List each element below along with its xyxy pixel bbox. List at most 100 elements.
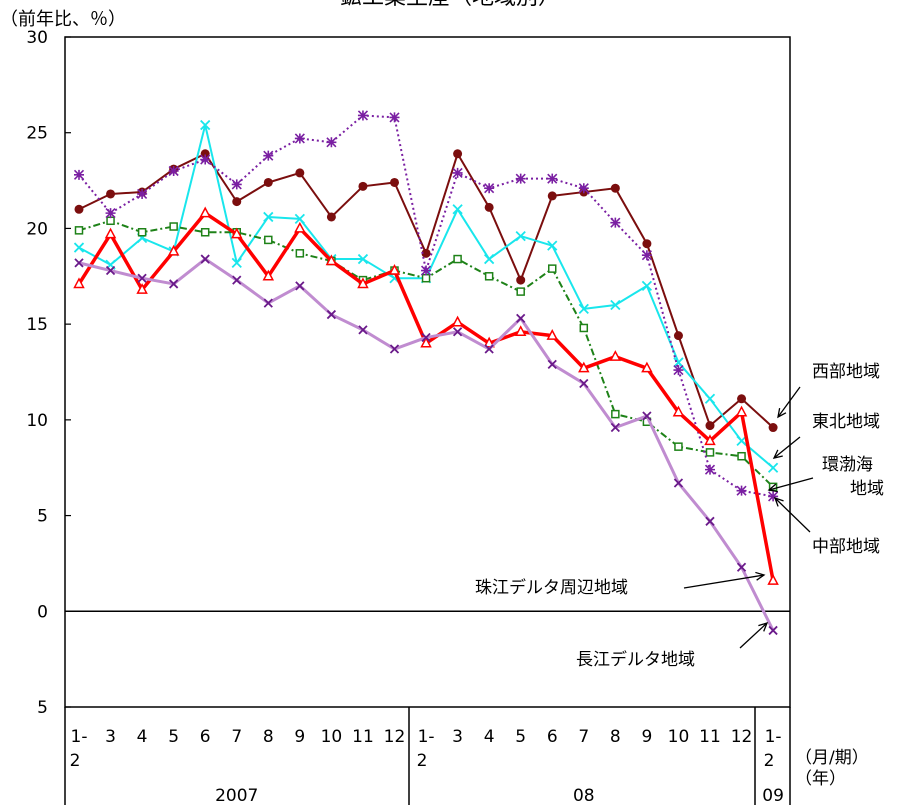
series-line — [78, 152, 774, 429]
data-point — [168, 165, 179, 177]
data-point — [200, 119, 211, 131]
data-point — [705, 516, 715, 526]
data-point — [610, 217, 621, 228]
chart-title: 鉱工業生産（地域別） — [340, 0, 560, 10]
data-point — [736, 485, 747, 496]
x-tick-label: 10 — [321, 727, 343, 747]
callout-arrow — [773, 436, 801, 459]
data-point — [768, 423, 778, 433]
x-tick-label: 8 — [610, 727, 621, 747]
data-point — [74, 226, 84, 235]
series-5 — [74, 254, 778, 636]
x-tick-label: 8 — [263, 727, 274, 747]
x-tick-label: 3 — [452, 727, 463, 747]
data-point — [484, 272, 494, 281]
data-point — [547, 173, 558, 184]
data-point — [547, 240, 558, 251]
callout-arrowhead — [767, 483, 778, 493]
data-point — [737, 451, 746, 461]
series-2 — [74, 216, 778, 492]
callout-arrowhead — [772, 449, 783, 459]
year-label: 09 — [762, 786, 784, 806]
y-tick-label: 10 — [26, 411, 48, 431]
data-point — [547, 191, 557, 201]
data-point — [484, 202, 494, 212]
data-point — [421, 332, 431, 343]
series-0 — [74, 149, 778, 433]
data-point — [452, 204, 463, 215]
data-point — [547, 359, 557, 369]
data-point — [106, 216, 115, 226]
data-point — [326, 137, 337, 148]
data-point — [768, 625, 778, 636]
data-point — [610, 299, 621, 311]
series-line — [78, 114, 774, 498]
x-tick-label: 12 — [384, 727, 406, 747]
data-point — [294, 133, 305, 144]
x-tick-label: 11 — [699, 727, 721, 747]
data-point — [484, 344, 494, 354]
data-point — [200, 254, 210, 264]
data-point — [264, 235, 273, 245]
data-point — [73, 242, 85, 253]
data-point — [263, 177, 273, 187]
year-label: 2007 — [215, 786, 258, 806]
data-point — [421, 273, 431, 283]
callout-arrowhead — [773, 496, 784, 507]
data-point — [737, 394, 747, 404]
data-point — [295, 281, 305, 291]
data-point — [546, 329, 558, 340]
data-point — [358, 325, 368, 335]
x-axis-label-period: （月/期） — [795, 748, 869, 768]
data-point — [389, 344, 400, 354]
y-tick-label: 5 — [37, 507, 48, 527]
data-point — [199, 206, 211, 218]
series-callout-label: 東北地域 — [812, 412, 880, 432]
data-point — [768, 491, 779, 502]
data-point — [704, 393, 716, 404]
data-point — [642, 239, 652, 249]
data-point — [642, 411, 652, 421]
x-tick-label: 11 — [352, 727, 374, 747]
data-point — [483, 336, 495, 348]
series-callout-label: 環渤海 — [822, 455, 873, 475]
data-point — [579, 378, 589, 389]
data-point — [578, 303, 589, 314]
callout-arrowhead — [758, 621, 769, 632]
data-point — [106, 189, 116, 199]
data-point — [326, 309, 337, 320]
data-point — [453, 149, 463, 159]
data-point — [516, 313, 526, 324]
data-point — [74, 204, 84, 214]
y-axis-label: （前年比、％） — [0, 9, 126, 30]
data-point — [452, 167, 463, 178]
data-point — [357, 277, 369, 289]
data-point — [641, 250, 652, 261]
data-point — [672, 405, 685, 417]
data-point — [136, 283, 148, 294]
data-point — [767, 462, 779, 473]
data-point — [736, 435, 747, 447]
data-point — [420, 336, 432, 348]
x-axis-label-year: （年） — [795, 769, 846, 789]
data-point — [610, 183, 620, 193]
data-point — [73, 277, 85, 289]
y-tick-label: 0 — [37, 602, 48, 622]
data-point — [673, 478, 684, 488]
x-tick-label: 1- — [418, 727, 435, 747]
x-tick-label: 5 — [168, 727, 179, 747]
series-1 — [73, 119, 779, 473]
data-point — [137, 228, 147, 237]
series-3 — [73, 110, 779, 502]
data-point — [262, 269, 275, 281]
data-point — [609, 350, 622, 361]
data-point — [673, 365, 684, 376]
data-point — [389, 112, 400, 123]
callout-arrow — [683, 574, 765, 589]
x-tick-label: 10 — [668, 727, 690, 747]
data-point — [232, 197, 242, 207]
data-point — [295, 249, 305, 258]
series-line — [78, 124, 774, 469]
data-point — [673, 331, 683, 341]
data-point — [578, 183, 589, 194]
